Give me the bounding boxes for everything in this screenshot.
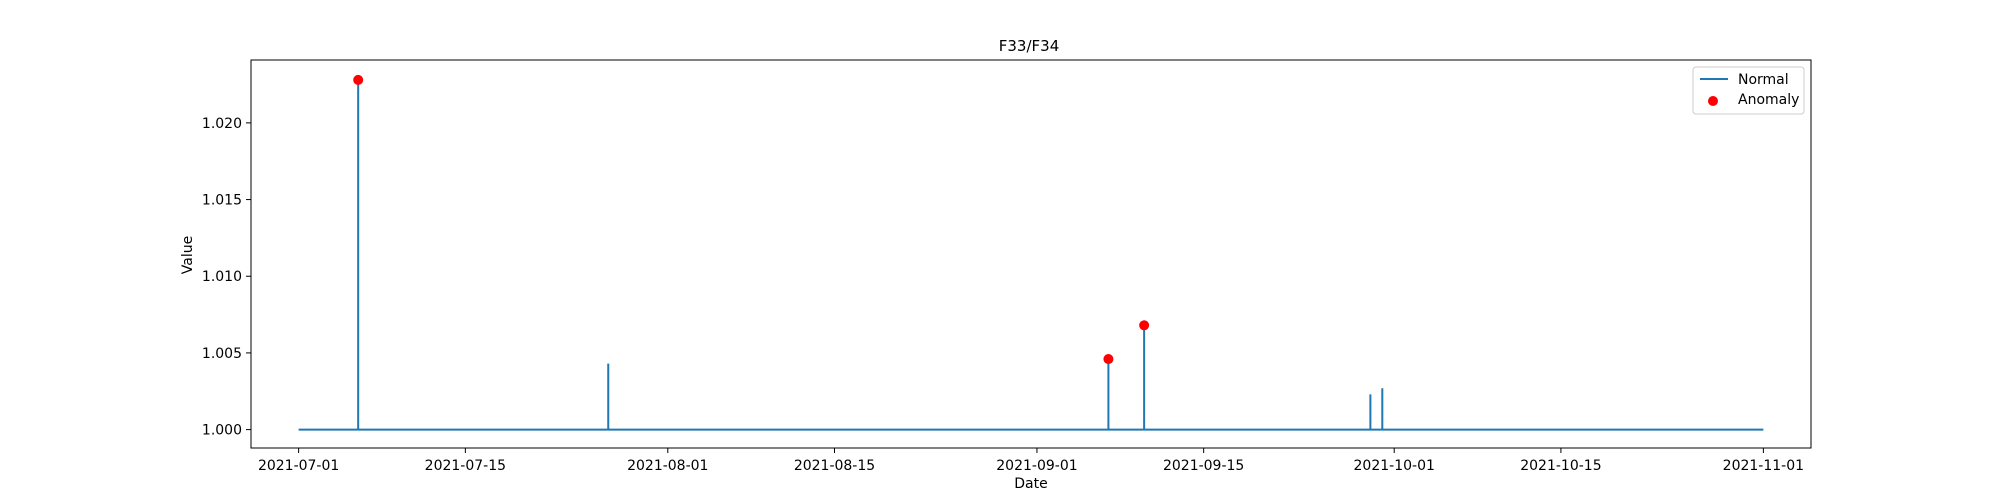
- y-tick-label: 1.020: [202, 116, 242, 132]
- x-tick-label: 2021-09-15: [1163, 458, 1244, 474]
- x-tick-label: 2021-07-15: [425, 458, 506, 474]
- legend-anomaly-swatch: [1708, 96, 1718, 106]
- x-tick-label: 2021-10-01: [1354, 458, 1435, 474]
- plot-area: [250, 59, 1812, 449]
- y-axis-label: Value: [180, 236, 196, 274]
- chart-title: F33/F34: [999, 37, 1059, 55]
- x-tick-label: 2021-10-15: [1520, 458, 1601, 474]
- x-tick-label: 2021-08-15: [794, 458, 875, 474]
- x-tick-label: 2021-11-01: [1723, 458, 1804, 474]
- x-tick-label: 2021-07-01: [258, 458, 339, 474]
- y-tick-label: 1.015: [202, 193, 242, 209]
- y-tick-label: 1.000: [202, 423, 242, 439]
- legend: Normal Anomaly: [1692, 66, 1805, 115]
- x-axis: 2021-07-01 2021-07-15 2021-08-01 2021-08-15…: [258, 448, 1804, 474]
- anomaly-point: [1103, 354, 1114, 365]
- legend-anomaly-label: Anomaly: [1738, 92, 1799, 108]
- anomaly-point: [1139, 320, 1150, 331]
- legend-normal-label: Normal: [1738, 72, 1789, 88]
- y-tick-label: 1.010: [202, 269, 242, 285]
- x-tick-label: 2021-09-01: [996, 458, 1077, 474]
- y-axis: 1.000 1.005 1.010 1.015 1.020: [202, 116, 251, 439]
- x-tick-label: 2021-08-01: [627, 458, 708, 474]
- normal-series-line: [298, 79, 1764, 431]
- anomaly-point: [353, 74, 364, 85]
- x-axis-label: Date: [1014, 476, 1047, 492]
- y-tick-label: 1.005: [202, 346, 242, 362]
- series-layer: [298, 74, 1764, 431]
